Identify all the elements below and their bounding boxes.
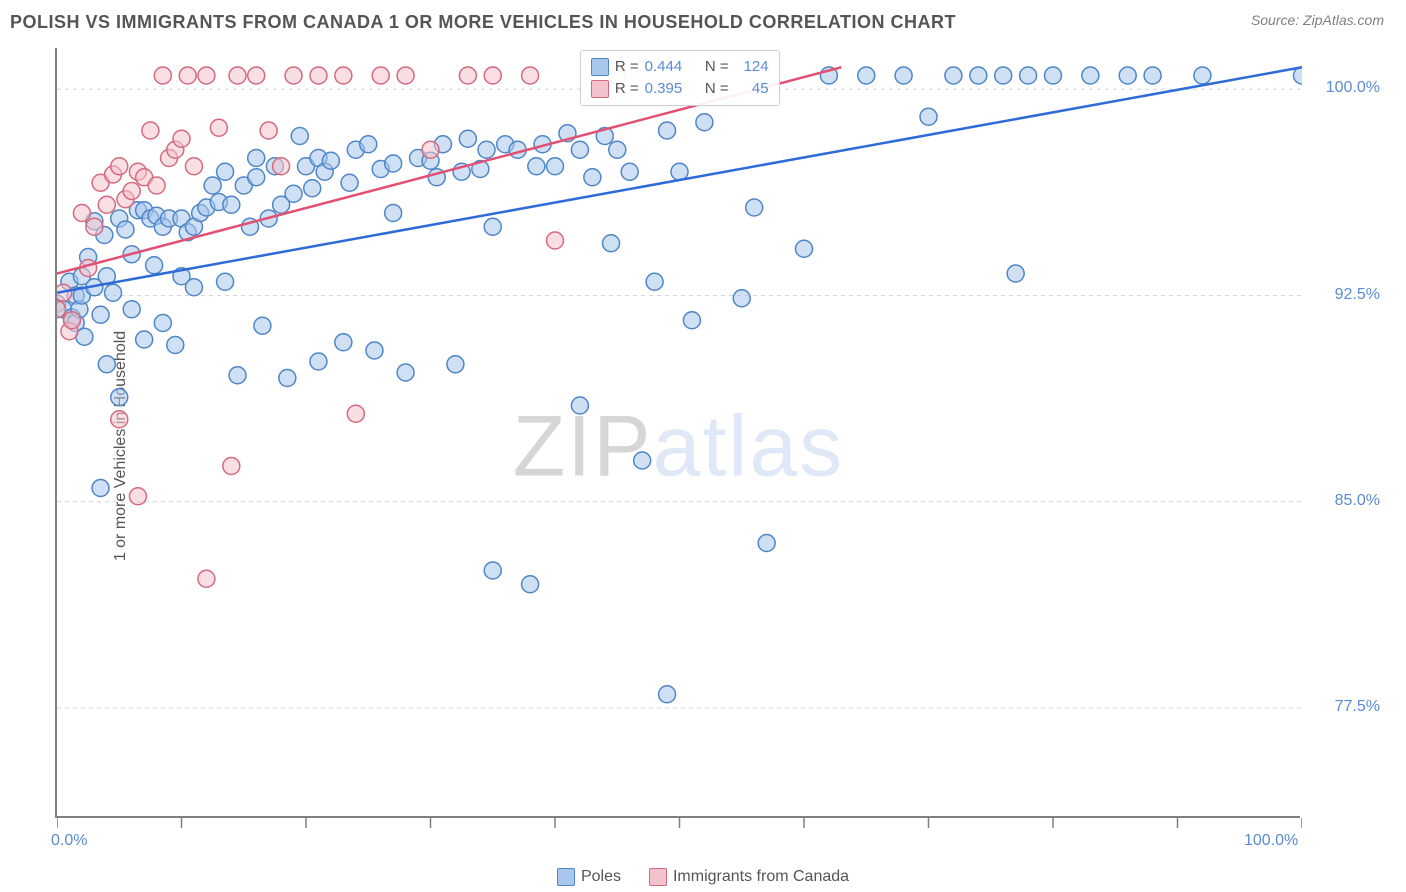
legend-bottom-label: Immigrants from Canada [673, 868, 849, 886]
legend-bottom-item: Poles [557, 868, 621, 886]
legend-n-label: N = [701, 78, 729, 100]
plot-area: ZIPatlas R = 0.444 N = 124 R = 0.395 N =… [55, 48, 1300, 818]
legend-bottom-item: Immigrants from Canada [649, 868, 849, 886]
legend-n-value: 124 [735, 56, 769, 78]
legend-r-label: R = [615, 56, 639, 78]
legend-n-label: N = [701, 56, 729, 78]
trendlines-layer [57, 48, 1302, 818]
y-tick-label: 92.5% [1310, 286, 1380, 304]
y-tick-label: 77.5% [1310, 698, 1380, 716]
legend-stats-row: R = 0.444 N = 124 [591, 56, 769, 78]
legend-bottom-label: Poles [581, 868, 621, 886]
legend-swatch [649, 868, 667, 886]
chart-title: POLISH VS IMMIGRANTS FROM CANADA 1 OR MO… [10, 12, 956, 33]
legend-swatch [557, 868, 575, 886]
legend-bottom: Poles Immigrants from Canada [0, 868, 1406, 886]
legend-r-label: R = [615, 78, 639, 100]
legend-stats-box: R = 0.444 N = 124 R = 0.395 N = 45 [580, 50, 780, 106]
legend-swatch [591, 80, 609, 98]
legend-r-value: 0.395 [645, 78, 695, 100]
x-tick-label: 0.0% [51, 832, 87, 850]
legend-r-value: 0.444 [645, 56, 695, 78]
x-tick-label: 100.0% [1244, 832, 1298, 850]
source-credit: Source: ZipAtlas.com [1251, 12, 1384, 28]
legend-swatch [591, 58, 609, 76]
legend-n-value: 45 [735, 78, 769, 100]
y-tick-label: 100.0% [1310, 79, 1380, 97]
legend-stats-row: R = 0.395 N = 45 [591, 78, 769, 100]
y-tick-label: 85.0% [1310, 492, 1380, 510]
